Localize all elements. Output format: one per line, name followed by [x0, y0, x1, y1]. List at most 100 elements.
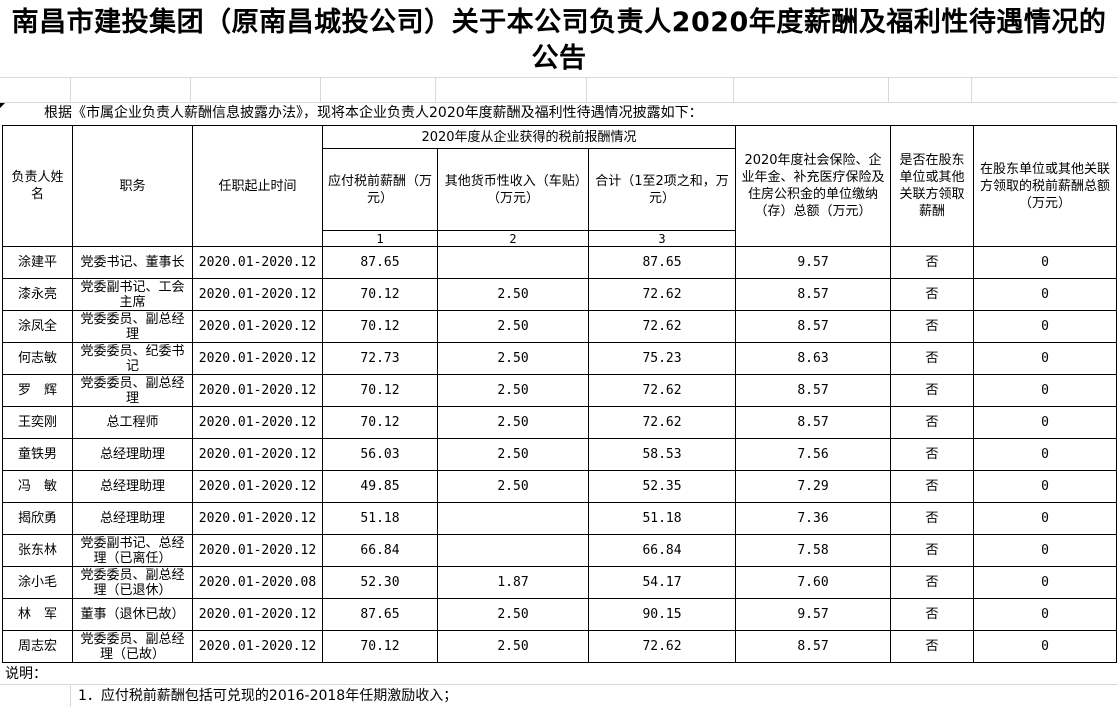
cell-total: 72.62	[587, 630, 737, 663]
cell-related-amount: 0	[973, 438, 1118, 471]
cell-salary: 70.12	[322, 630, 438, 663]
cell-salary: 52.30	[322, 566, 438, 599]
cell-related-flag: 否	[890, 502, 975, 535]
cell-term: 2020.01-2020.12	[192, 374, 323, 407]
header-name: 负责人姓名	[2, 125, 73, 247]
cell-salary: 70.12	[322, 374, 438, 407]
cell-other-income: 2.50	[437, 598, 589, 631]
header-position: 职务	[72, 125, 193, 247]
cell-related-amount: 0	[973, 310, 1118, 343]
cell-salary: 49.85	[322, 470, 438, 503]
cell-total: 72.62	[587, 278, 737, 311]
table-row: 揭欣勇 总经理助理 2020.01-2020.12 51.18 51.18 7.…	[2, 502, 1118, 535]
cell-term: 2020.01-2020.12	[192, 534, 323, 567]
intro-text: 根据《市属企业负责人薪酬信息披露办法》，现将本企业负责人2020年度薪酬及福利性…	[44, 105, 703, 121]
table-row: 张东林 党委副书记、总经理（已离任） 2020.01-2020.12 66.84…	[2, 534, 1118, 567]
cell-social-insurance: 7.58	[735, 534, 892, 567]
cell-related-flag: 否	[890, 470, 975, 503]
cell-total: 66.84	[587, 534, 737, 567]
table-row: 冯 敏 总经理助理 2020.01-2020.12 49.85 2.50 52.…	[2, 470, 1118, 503]
grid-cell	[587, 78, 734, 102]
cell-other-income: 2.50	[437, 406, 589, 439]
empty-spreadsheet-row	[0, 77, 1118, 103]
cell-social-insurance: 8.57	[735, 278, 892, 311]
cell-salary: 87.65	[322, 598, 438, 631]
note-item-1: 1．应付税前薪酬包括可兑现的2016-2018年任期激励收入；	[0, 685, 1118, 707]
cell-position: 党委委员、副总经理（已退休）	[72, 566, 193, 599]
cell-social-insurance: 7.60	[735, 566, 892, 599]
header-salary: 应付税前薪酬（万元）	[322, 148, 438, 231]
header-term: 任职起止时间	[192, 125, 323, 247]
cell-other-income: 2.50	[437, 278, 589, 311]
cell-term: 2020.01-2020.12	[192, 438, 323, 471]
cell-related-flag: 否	[890, 598, 975, 631]
cell-total: 72.62	[587, 310, 737, 343]
cell-related-flag: 否	[890, 342, 975, 375]
note-text: 1．应付税前薪酬包括可兑现的2016-2018年任期激励收入；	[78, 688, 458, 704]
cell-other-income: 2.50	[437, 310, 589, 343]
cell-related-amount: 0	[973, 278, 1118, 311]
cell-related-amount: 0	[973, 566, 1118, 599]
cell-term: 2020.01-2020.12	[192, 278, 323, 311]
grid-cell	[734, 78, 889, 102]
cell-position: 党委委员、纪委书记	[72, 342, 193, 375]
cell-related-amount: 0	[973, 502, 1118, 535]
grid-cell	[0, 78, 71, 102]
cell-name: 揭欣勇	[2, 502, 73, 535]
intro-row: 根据《市属企业负责人薪酬信息披露办法》，现将本企业负责人2020年度薪酬及福利性…	[0, 103, 1118, 125]
header-total: 合计（1至2项之和，万元）	[587, 148, 737, 231]
cell-total: 72.62	[587, 374, 737, 407]
cell-position: 党委委员、副总经理（已故）	[72, 630, 193, 663]
cell-position: 党委委员、副总经理	[72, 310, 193, 343]
cell-related-amount: 0	[973, 470, 1118, 503]
grid-line	[70, 685, 71, 707]
cell-social-insurance: 7.29	[735, 470, 892, 503]
cell-position: 总经理助理	[72, 502, 193, 535]
table-row: 何志敏 党委委员、纪委书记 2020.01-2020.12 72.73 2.50…	[2, 342, 1118, 375]
cell-related-flag: 否	[890, 278, 975, 311]
cell-related-flag: 否	[890, 246, 975, 279]
header-other-income: 其他货币性收入（车贴）（万元）	[437, 148, 589, 231]
cell-term: 2020.01-2020.12	[192, 310, 323, 343]
header-social-insurance: 2020年度社会保险、企业年金、补充医疗保险及住房公积金的单位缴纳（存）总额（万…	[735, 125, 892, 247]
cell-term: 2020.01-2020.08	[192, 566, 323, 599]
cell-related-amount: 0	[973, 598, 1118, 631]
grid-cell	[321, 78, 436, 102]
table-row: 涂建平 党委书记、董事长 2020.01-2020.12 87.65 87.65…	[2, 246, 1118, 279]
cell-related-flag: 否	[890, 438, 975, 471]
cell-total: 90.15	[587, 598, 737, 631]
cell-salary: 87.65	[322, 246, 438, 279]
cell-other-income: 2.50	[437, 374, 589, 407]
column-number-1: 1	[322, 230, 438, 247]
grid-cell	[71, 78, 191, 102]
cell-related-flag: 否	[890, 406, 975, 439]
cell-other-income	[437, 534, 589, 567]
header-related-flag: 是否在股东单位或其他关联方领取薪酬	[890, 125, 975, 247]
cell-term: 2020.01-2020.12	[192, 470, 323, 503]
cell-related-amount: 0	[973, 374, 1118, 407]
cell-other-income	[437, 502, 589, 535]
cell-position: 党委委员、副总经理	[72, 374, 193, 407]
table-header: 负责人姓名 职务 任职起止时间 2020年度从企业获得的税前报酬情况 2020年…	[2, 125, 1118, 247]
cell-social-insurance: 9.57	[735, 598, 892, 631]
cell-term: 2020.01-2020.12	[192, 342, 323, 375]
cell-name: 漆永亮	[2, 278, 73, 311]
cell-total: 87.65	[587, 246, 737, 279]
cell-social-insurance: 9.57	[735, 246, 892, 279]
cell-related-flag: 否	[890, 534, 975, 567]
cell-position: 董事（退休已故）	[72, 598, 193, 631]
cell-term: 2020.01-2020.12	[192, 598, 323, 631]
cell-total: 54.17	[587, 566, 737, 599]
cell-position: 党委副书记、工会主席	[72, 278, 193, 311]
table-row: 王奕刚 总工程师 2020.01-2020.12 70.12 2.50 72.6…	[2, 406, 1118, 439]
cell-social-insurance: 8.57	[735, 310, 892, 343]
cell-position: 党委书记、董事长	[72, 246, 193, 279]
cell-social-insurance: 7.56	[735, 438, 892, 471]
header-group-pretax: 2020年度从企业获得的税前报酬情况	[321, 125, 737, 149]
cell-other-income: 2.50	[437, 438, 589, 471]
header-related-amount: 在股东单位或其他关联方领取的税前薪酬总额（万元）	[973, 125, 1118, 247]
cell-salary: 51.18	[322, 502, 438, 535]
cell-social-insurance: 8.57	[735, 630, 892, 663]
cell-salary: 56.03	[322, 438, 438, 471]
